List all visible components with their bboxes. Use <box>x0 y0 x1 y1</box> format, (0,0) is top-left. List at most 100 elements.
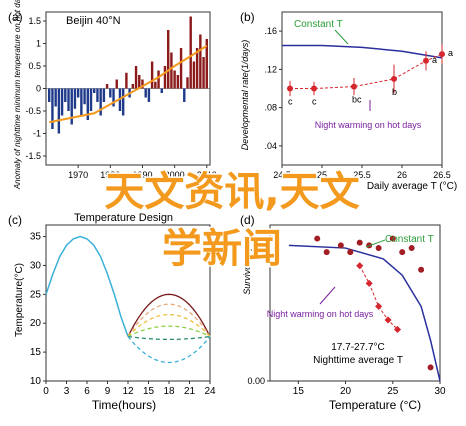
panel-a-y-tick-label: 1.5 <box>28 16 41 26</box>
panel-a-bar <box>131 84 135 89</box>
panel-d-avg-label: Nighttime average T <box>313 355 403 366</box>
panel-d-label: (d) <box>240 213 255 227</box>
panel-c-y-tick-label: 10 <box>30 376 42 387</box>
panel-c-title: Temperature Design <box>74 212 173 224</box>
panel-d-range-label: 17.7-27.7°C <box>331 342 384 353</box>
panel-d-point <box>314 235 321 242</box>
panel-b-y-tick-label: .16 <box>264 26 277 36</box>
panel-a-bar <box>195 48 199 89</box>
panel-a-bar <box>186 77 189 89</box>
panel-c-x-axis: 0 3 6 9 12 15 18 21 24 <box>43 381 216 397</box>
panel-d-y-tick-label: 0.00 <box>247 376 265 386</box>
panel-b-label: (b) <box>240 10 255 24</box>
panel-b-y-tick-label: .04 <box>264 141 277 151</box>
panel-a-y-tick-label: -0.5 <box>25 106 41 116</box>
panel-a-trend-line <box>49 44 208 124</box>
panel-a-bar <box>183 88 186 102</box>
panel-b-x-tick-label: 26.5 <box>433 170 451 180</box>
panel-a-bar <box>99 88 102 116</box>
panel-b-y-axis: .16 .12 .08 .04 <box>264 26 282 151</box>
panel-a-bar <box>83 88 86 105</box>
panel-c-y-axis: 10 15 20 25 30 35 <box>30 232 46 387</box>
panel-a-bar <box>166 30 170 89</box>
panel-d-point <box>408 245 415 252</box>
panel-b-ylabel: Developmental rate(1/days) <box>240 40 250 151</box>
panel-d-ylabel: Survivorship <box>242 245 252 295</box>
panel-c-y-tick-label: 30 <box>30 260 42 271</box>
panel-d-constant-label: Constant T <box>385 234 434 245</box>
panel-a-bar <box>115 79 118 89</box>
panel-a-bars <box>48 16 208 134</box>
panel-a-bar <box>93 88 96 93</box>
panel-b-point-label: c <box>288 97 293 107</box>
panel-b: (b) Developmental rate(1/days) .16 .12 .08… <box>240 10 457 192</box>
panel-a-label: (a) <box>8 10 23 24</box>
panel-a-y-tick-label: 0.5 <box>28 61 41 71</box>
panel-d-point <box>356 239 363 246</box>
panel-b-y-tick-label: .08 <box>264 103 277 113</box>
panel-a-bar <box>102 88 106 102</box>
panel-c-y-tick-label: 15 <box>30 347 42 358</box>
panel-a-bar <box>192 61 196 89</box>
panel-b-point-label: a <box>448 48 453 58</box>
panel-d-point <box>418 266 425 273</box>
panel-a-bar <box>163 66 167 89</box>
panel-a-bar <box>70 88 73 125</box>
panel-c-night-curves <box>127 293 211 364</box>
panel-a-bar <box>76 88 80 98</box>
panel-a-bar <box>154 81 157 89</box>
panel-c-x-tick-label: 3 <box>64 386 70 397</box>
panel-c-xlabel: Time(hours) <box>92 398 156 412</box>
panel-a-x-axis: 1970 1980 1990 2000 2010 <box>68 165 217 180</box>
panel-b-point <box>391 75 397 82</box>
panel-a-bar <box>138 75 141 89</box>
panel-a-y-tick-label: -1 <box>33 129 41 139</box>
panel-b-constant-arrow <box>334 29 349 45</box>
panel-c-x-tick-label: 21 <box>184 386 196 397</box>
panel-a-y-tick-label: -1.5 <box>25 151 41 161</box>
panel-b-point-label: bc <box>352 95 362 105</box>
panel-a-x-tick-label: 2010 <box>197 170 217 180</box>
panel-a-bar <box>109 88 112 98</box>
panel-a-bar <box>105 84 109 89</box>
panel-a-bar <box>125 72 128 89</box>
panel-c-night-curve <box>127 325 211 338</box>
panel-b-x-axis: 24.5 25 25.5 26 26.5 <box>273 165 451 180</box>
panel-a-bar <box>67 88 70 111</box>
panel-b-constant-label: Constant T <box>294 19 343 30</box>
panel-a-x-tick-label: 2000 <box>165 170 185 180</box>
panel-d-night-label: Night warming on hot days <box>267 309 374 319</box>
panel-d-point <box>375 245 382 252</box>
panel-d-y-axis: 0.00 <box>247 376 270 386</box>
panel-d-constant-line <box>288 244 441 382</box>
panel-a-bar <box>205 39 208 89</box>
panel-c: (c) Temperature Design Temperature(°C) 1… <box>8 212 216 412</box>
panel-c-x-tick-label: 6 <box>84 386 90 397</box>
panel-b-xlabel: Daily average T (°C) <box>367 181 457 192</box>
panel-b-night-label: Night warming on hot days <box>315 120 422 130</box>
panel-d-point <box>347 249 354 256</box>
panel-a-bar <box>60 88 64 116</box>
panel-d-night-line <box>359 265 398 330</box>
panel-b-point-label: c <box>312 97 317 107</box>
panel-a-bar <box>80 88 83 116</box>
panel-a-bar <box>202 57 205 89</box>
panel-c-x-tick-label: 15 <box>143 386 155 397</box>
panel-b-point <box>311 85 317 92</box>
overlay-title-line1: 天文资讯,天文 <box>104 169 359 215</box>
panel-b-y-tick-label: .12 <box>264 64 277 74</box>
panel-d-x-tick-label: 25 <box>387 386 399 397</box>
panel-a-bar <box>179 48 183 89</box>
panel-d-point <box>399 249 406 256</box>
panel-a-bar <box>64 88 67 102</box>
panel-c-x-tick-label: 9 <box>105 386 111 397</box>
panel-a-bar <box>173 70 176 89</box>
panel-d-x-tick-label: 20 <box>340 386 352 397</box>
panel-a-bar <box>150 61 154 89</box>
panel-a-bar <box>176 75 180 89</box>
panel-d-x-tick-label: 15 <box>293 386 305 397</box>
panel-a-bar <box>144 88 147 98</box>
panel-a-title: Beijin 40°N <box>66 15 121 27</box>
